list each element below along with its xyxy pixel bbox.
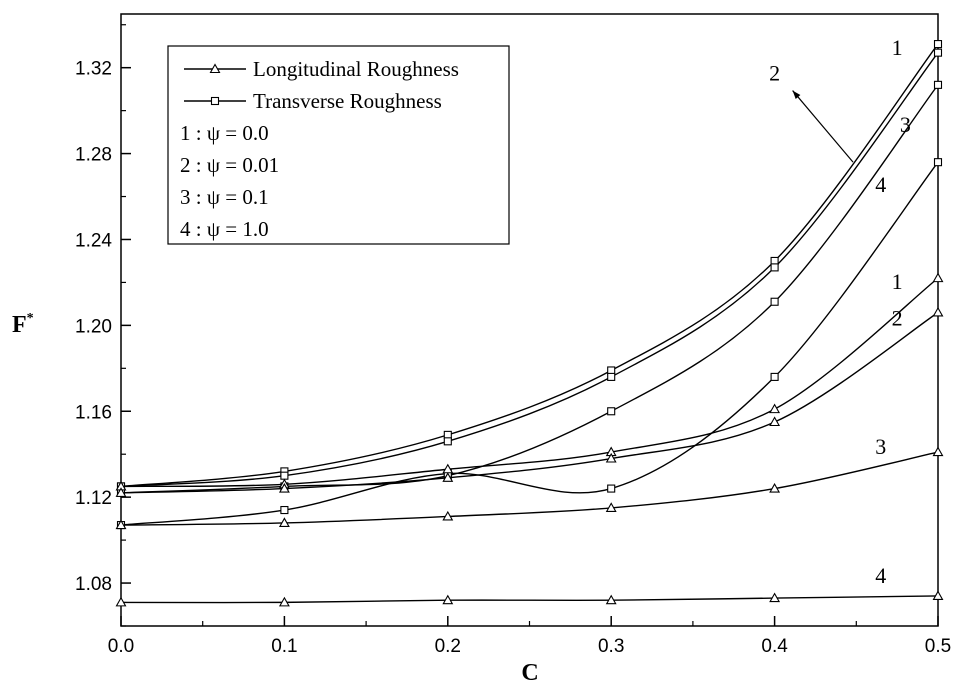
curve-label-1: 1 <box>892 269 903 294</box>
legend-entry-label: 4 : ψ = 1.0 <box>180 217 269 241</box>
transverse-4-square-marker <box>933 158 943 167</box>
longitudinal-3-triangle-marker <box>442 510 454 521</box>
longitudinal-4-triangle-marker <box>115 596 127 607</box>
legend: Longitudinal Roughness Transverse Roughne… <box>167 45 510 245</box>
y-tick-label: 1.16 <box>75 402 112 423</box>
curve-label-4: 4 <box>875 172 886 197</box>
curve-label-3: 3 <box>875 434 886 459</box>
transverse-curve-1 <box>120 43 939 488</box>
y-axis-title: F* <box>12 311 34 338</box>
curve-label-2: 2 <box>769 61 780 86</box>
transverse-3-square-marker <box>933 80 943 89</box>
curve-2-arrow-line <box>792 90 854 163</box>
curve-label-1: 1 <box>892 35 903 60</box>
y-axis-title-superscript: * <box>27 311 34 326</box>
longitudinal-2-triangle-marker <box>278 482 290 493</box>
x-tick-label: 0.3 <box>598 636 624 657</box>
transverse-2-square-marker <box>443 437 452 446</box>
x-tick-label: 0.2 <box>435 636 461 657</box>
legend-entry-label: 1 : ψ = 0.0 <box>180 121 269 145</box>
y-tick-label: 1.20 <box>75 316 112 337</box>
y-tick-label: 1.08 <box>75 574 112 595</box>
longitudinal-curve-3 <box>120 451 939 526</box>
tick-labels: 0.0 0.1 0.2 0.3 0.4 0.5 1.08 1.12 1.16 1.20 1.24 1.… <box>75 59 951 657</box>
longitudinal-4-triangle-marker <box>769 592 781 603</box>
transverse-2-square-marker <box>280 471 289 480</box>
curve-label-3: 3 <box>900 112 911 137</box>
legend-square-marker <box>210 96 220 106</box>
longitudinal-curve-1 <box>120 277 939 488</box>
longitudinal-2-triangle-marker <box>442 472 454 482</box>
legend-entry-label: 2 : ψ = 0.01 <box>180 153 279 177</box>
legend-box <box>167 45 510 245</box>
transverse-4-square-marker <box>770 372 779 381</box>
transverse-curve-2 <box>120 52 939 488</box>
longitudinal-4-triangle-marker <box>605 594 617 605</box>
markers <box>115 40 944 607</box>
longitudinal-4-triangle-marker <box>932 590 944 600</box>
longitudinal-3-triangle-marker <box>605 502 617 512</box>
longitudinal-2-triangle-marker <box>769 416 781 427</box>
x-tick-label: 0.1 <box>271 636 297 657</box>
x-tick-label: 0.5 <box>925 636 951 657</box>
curve-2-arrow-head <box>792 90 801 100</box>
curve-labels: 1 2 3 4 1 2 3 4 <box>769 35 911 588</box>
y-tick-label: 1.24 <box>75 230 112 251</box>
transverse-2-square-marker <box>770 263 779 272</box>
transverse-3-square-marker <box>770 297 779 306</box>
longitudinal-curve-4 <box>120 595 939 604</box>
transverse-4-square-marker <box>607 484 616 493</box>
y-tick-label: 1.32 <box>75 59 112 80</box>
transverse-4-square-marker <box>280 505 289 515</box>
longitudinal-curve-2 <box>120 311 939 494</box>
y-tick-label: 1.28 <box>75 145 112 166</box>
longitudinal-3-triangle-marker <box>115 519 127 530</box>
legend-triangle-marker <box>209 63 221 74</box>
x-tick-label: 0.4 <box>761 636 788 657</box>
curve-label-2: 2 <box>892 305 903 330</box>
longitudinal-3-triangle-marker <box>932 446 944 457</box>
transverse-2-square-marker <box>607 372 616 381</box>
x-tick-label: 0.0 <box>108 636 134 657</box>
legend-entry-label: Longitudinal Roughness <box>253 57 459 81</box>
longitudinal-1-triangle-marker <box>769 403 781 414</box>
transverse-1-square-marker <box>933 40 943 49</box>
y-axis-title-main: F <box>12 312 27 338</box>
longitudinal-2-triangle-marker <box>932 306 944 317</box>
x-axis-title: C <box>521 660 538 686</box>
curve-label-4: 4 <box>875 563 886 588</box>
longitudinal-2-triangle-marker <box>605 452 617 463</box>
longitudinal-4-triangle-marker <box>278 596 290 607</box>
legend-entry-label: Transverse Roughness <box>253 89 442 113</box>
transverse-2-square-marker <box>933 48 943 57</box>
y-tick-label: 1.12 <box>75 488 112 509</box>
longitudinal-4-triangle-marker <box>442 594 454 605</box>
axis-ticks <box>120 24 939 627</box>
longitudinal-3-triangle-marker <box>278 517 290 527</box>
longitudinal-1-triangle-marker <box>932 272 944 283</box>
longitudinal-2-triangle-marker <box>115 487 127 497</box>
longitudinal-3-triangle-marker <box>769 482 781 493</box>
transverse-3-square-marker <box>607 407 616 416</box>
legend-entry-label: 3 : ψ = 0.1 <box>180 185 269 209</box>
